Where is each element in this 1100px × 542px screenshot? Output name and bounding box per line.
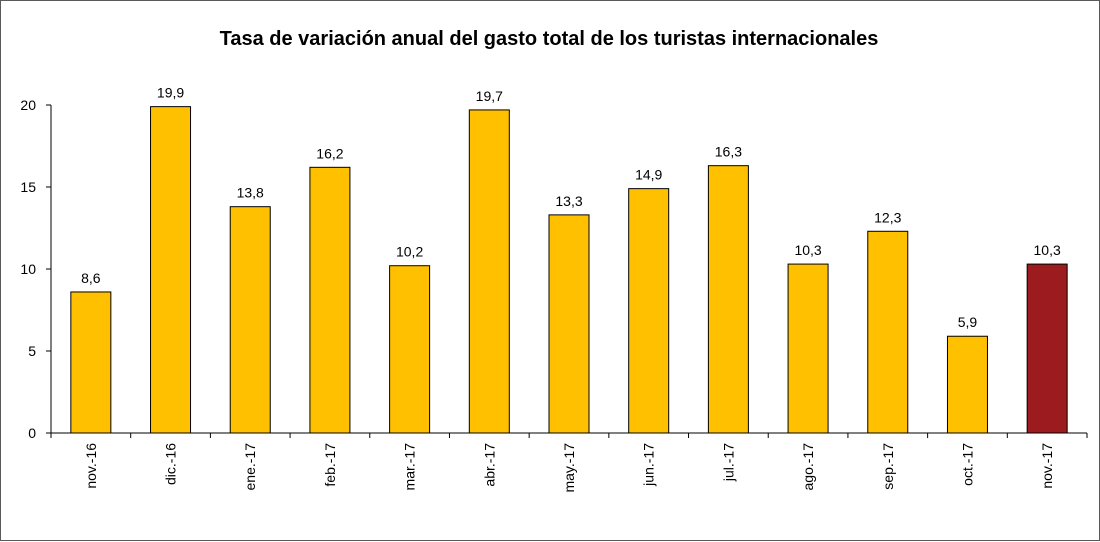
chart-title: Tasa de variación anual del gasto total … [220, 28, 879, 50]
x-tick-label: may.-17 [561, 443, 577, 493]
y-tick-label: 0 [28, 425, 36, 441]
x-tick-label: sep.-17 [880, 443, 896, 490]
bar-dic.-16 [151, 107, 191, 433]
data-label: 16,3 [715, 144, 742, 160]
data-label: 13,8 [237, 185, 264, 201]
y-tick-label: 15 [20, 179, 36, 195]
data-label: 12,3 [874, 209, 901, 225]
data-label: 10,2 [396, 244, 423, 260]
bars [71, 107, 1067, 433]
bar-abr.-17 [469, 110, 509, 433]
data-label: 19,7 [476, 88, 503, 104]
bar-mar.-17 [390, 266, 430, 433]
x-tick-label: jun.-17 [641, 443, 657, 487]
x-tick-label: nov.-17 [1039, 443, 1055, 489]
data-label: 10,3 [794, 242, 821, 258]
x-tick-label: feb.-17 [322, 443, 338, 487]
y-axis: 0 5 10 15 20 [20, 97, 51, 441]
x-axis: nov.-16 dic.-16 ene.-17 feb.-17 mar.-17 abr.-… [51, 433, 1087, 493]
data-label: 5,9 [958, 314, 978, 330]
x-tick-label: nov.-16 [83, 443, 99, 489]
data-label: 8,6 [81, 270, 101, 286]
x-tick-label: oct.-17 [959, 443, 975, 486]
y-tick-label: 20 [20, 97, 36, 113]
y-tick-label: 10 [20, 261, 36, 277]
x-tick-label: mar.-17 [402, 443, 418, 491]
data-label: 13,3 [555, 193, 582, 209]
x-tick-label: ago.-17 [800, 443, 816, 491]
data-label: 19,9 [157, 85, 184, 101]
x-tick-label: ene.-17 [242, 443, 258, 491]
x-tick-label: jul.-17 [720, 443, 736, 482]
y-tick-label: 5 [28, 343, 36, 359]
bar-nov.-17 [1027, 264, 1067, 433]
bar-sep.-17 [868, 231, 908, 433]
x-tick-label: dic.-16 [163, 443, 179, 485]
bar-jul.-17 [708, 166, 748, 433]
data-label: 16,2 [316, 145, 343, 161]
bar-may.-17 [549, 215, 589, 433]
bar-ago.-17 [788, 264, 828, 433]
bar-nov.-16 [71, 292, 111, 433]
data-label: 14,9 [635, 167, 662, 183]
bar-feb.-17 [310, 167, 350, 433]
data-label: 10,3 [1034, 242, 1061, 258]
x-tick-label: abr.-17 [481, 443, 497, 487]
bar-jun.-17 [629, 189, 669, 433]
bar-oct.-17 [947, 336, 987, 433]
bar-ene.-17 [230, 207, 270, 433]
